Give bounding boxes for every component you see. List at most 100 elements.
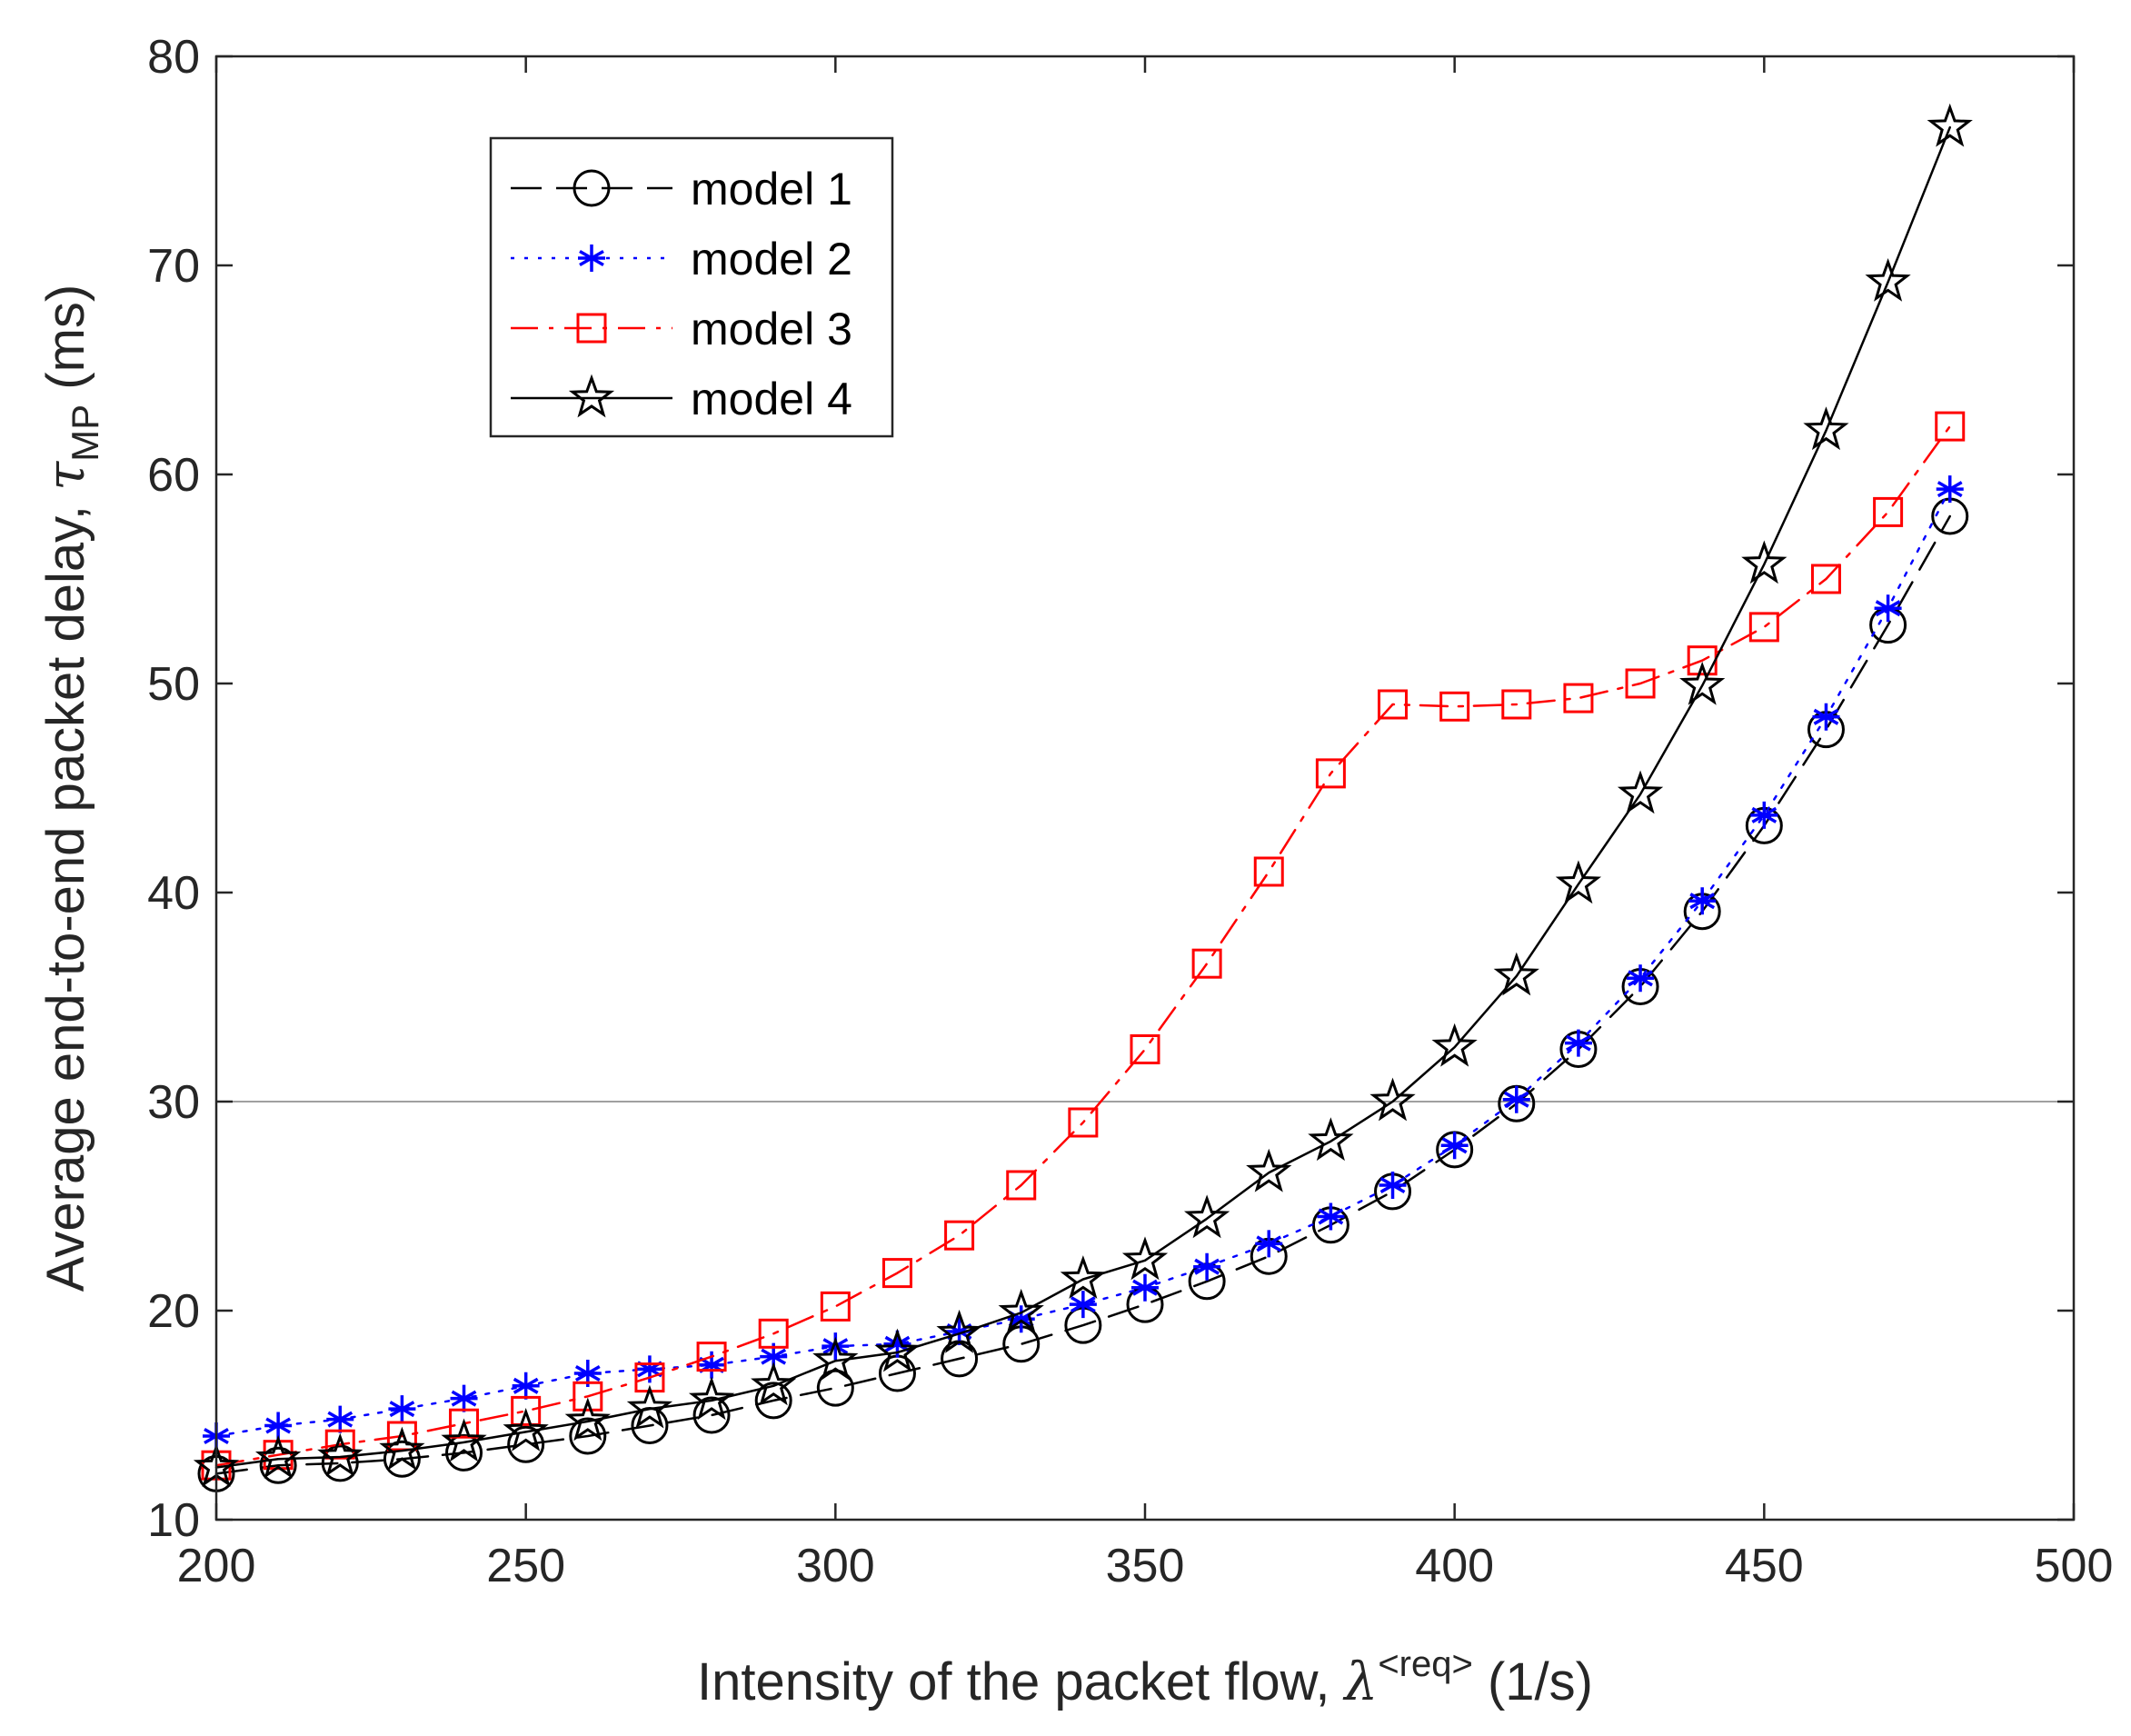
- x-tick-label: 500: [2035, 1540, 2114, 1592]
- data-point: [512, 1372, 540, 1400]
- data-point: [573, 1381, 603, 1412]
- x-axis-label: Intensity of the packet flow, λ<req> (1/…: [697, 1644, 1593, 1712]
- x-axis-label-suffix: (1/s): [1473, 1652, 1593, 1711]
- data-point: [383, 1440, 421, 1478]
- legend-marker: [576, 313, 607, 344]
- data-point: [751, 1362, 797, 1406]
- data-point: [998, 1288, 1044, 1332]
- series-model-1: [197, 497, 1969, 1492]
- data-point: [816, 1369, 854, 1407]
- data-point: [379, 1426, 425, 1471]
- data-point: [1440, 1132, 1469, 1160]
- data-point: [507, 1425, 545, 1463]
- x-tick-label: 450: [1725, 1540, 1804, 1592]
- data-point: [569, 1417, 607, 1455]
- data-point: [1935, 411, 1966, 442]
- data-point: [1563, 683, 1594, 713]
- data-point: [317, 1432, 363, 1477]
- data-point: [1069, 1291, 1097, 1319]
- y-axis-label-subscript: MP: [64, 404, 106, 462]
- legend-item: model 2: [511, 234, 852, 284]
- data-point: [1378, 689, 1409, 720]
- data-point: [1431, 1023, 1478, 1067]
- data-point: [692, 1396, 731, 1434]
- data-point: [1317, 1202, 1345, 1231]
- y-tick-label: 10: [147, 1494, 200, 1547]
- data-point: [564, 1397, 611, 1442]
- legend-label: model 1: [691, 164, 852, 215]
- y-axis-label-suffix: (ms): [36, 284, 95, 404]
- legend-label: model 2: [691, 234, 852, 284]
- data-point: [820, 1291, 851, 1322]
- data-point: [511, 1395, 542, 1426]
- legend: model 1 model 2 model 3 model 4: [489, 136, 894, 438]
- data-point: [1183, 1194, 1230, 1239]
- legend-label: model 3: [691, 304, 852, 354]
- legend-label: model 4: [691, 374, 852, 424]
- x-tick-label: 300: [796, 1540, 875, 1592]
- legend-item: model 1: [511, 164, 852, 215]
- data-point: [1627, 964, 1655, 993]
- legend-marker: [573, 169, 611, 207]
- data-point: [1865, 257, 1911, 302]
- x-tick-label: 200: [177, 1540, 256, 1592]
- data-point: [1308, 1117, 1354, 1162]
- data-point: [626, 1384, 673, 1429]
- data-point: [1068, 1107, 1099, 1138]
- legend-item: model 4: [511, 374, 852, 424]
- data-point: [1812, 703, 1840, 731]
- series-line: [214, 424, 1951, 1467]
- x-tick-label: 350: [1106, 1540, 1185, 1592]
- data-point: [1369, 1077, 1416, 1122]
- tau-symbol: τ: [35, 461, 96, 491]
- data-point: [1253, 856, 1284, 887]
- x-tick-label: 250: [486, 1540, 565, 1592]
- data-point: [1741, 540, 1787, 584]
- data-point: [264, 1412, 293, 1440]
- data-point: [1688, 887, 1717, 915]
- data-point: [254, 1434, 302, 1479]
- data-point: [1493, 952, 1539, 996]
- data-point: [883, 1330, 911, 1358]
- data-point: [1748, 612, 1779, 643]
- data-point: [1679, 661, 1726, 705]
- data-point: [1501, 689, 1532, 720]
- data-point: [1874, 594, 1902, 623]
- data-point: [1564, 1029, 1592, 1057]
- data-point: [1379, 1172, 1407, 1199]
- lambda-symbol: λ: [1343, 1651, 1379, 1712]
- data-point: [696, 1342, 727, 1372]
- data-point: [698, 1351, 726, 1379]
- data-point: [1502, 1085, 1530, 1113]
- data-point: [945, 1318, 973, 1345]
- data-point: [1315, 758, 1346, 789]
- data-point: [812, 1336, 859, 1381]
- data-point: [1131, 1273, 1159, 1302]
- data-point: [1750, 801, 1778, 829]
- series-line: [214, 125, 1951, 1469]
- data-point: [449, 1408, 480, 1439]
- y-tick-label: 50: [147, 658, 200, 711]
- data-point: [573, 1360, 602, 1387]
- data-point: [1936, 475, 1964, 504]
- series-line: [214, 514, 1951, 1475]
- data-point: [1060, 1255, 1107, 1299]
- x-axis-label-superscript: <req>: [1378, 1644, 1473, 1684]
- data-point: [1555, 860, 1602, 904]
- series-line: [214, 487, 1951, 1438]
- data-point: [450, 1384, 478, 1412]
- data-point: [259, 1446, 297, 1484]
- data-point: [1439, 691, 1470, 722]
- data-point: [1121, 1236, 1169, 1281]
- y-axis-label-prefix: Average end-to-end packet delay,: [36, 491, 95, 1292]
- x-tick-label: 400: [1415, 1540, 1494, 1592]
- x-axis-label-prefix: Intensity of the packet flow,: [697, 1652, 1345, 1711]
- data-point: [326, 1405, 354, 1433]
- data-point: [1873, 496, 1904, 527]
- data-point: [1617, 770, 1664, 814]
- data-point: [936, 1309, 982, 1353]
- y-tick-label: 70: [147, 240, 200, 293]
- legend-marker: [578, 244, 605, 272]
- data-point: [758, 1318, 789, 1349]
